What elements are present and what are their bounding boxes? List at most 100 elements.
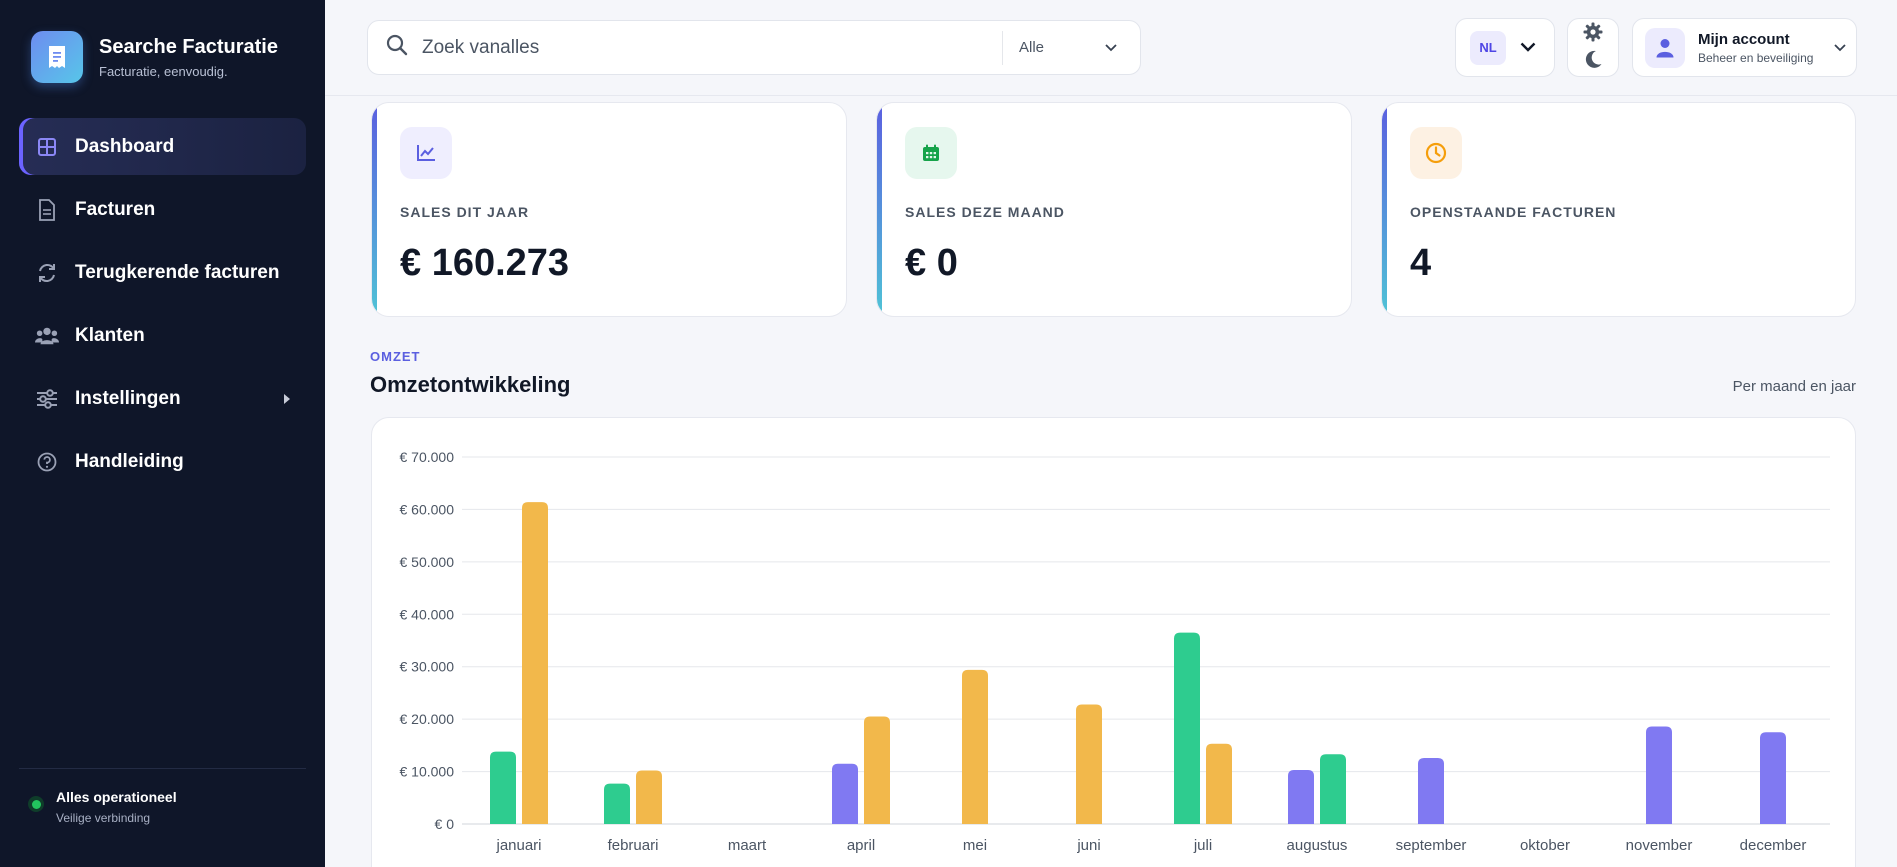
sidebar-item-label: Instellingen	[75, 387, 181, 409]
search-scope-value: Alle	[1019, 39, 1045, 56]
bar-januari[interactable]	[490, 751, 516, 824]
y-tick-label: € 70.000	[400, 449, 455, 465]
language-badge: NL	[1470, 30, 1506, 65]
x-tick-label: december	[1740, 837, 1807, 854]
x-tick-label: juni	[1076, 837, 1100, 854]
document-icon	[35, 198, 59, 222]
stat-value: € 0	[905, 242, 958, 284]
x-tick-label: oktober	[1520, 837, 1570, 854]
x-tick-label: maart	[728, 837, 767, 854]
bar-juli[interactable]	[1174, 632, 1200, 824]
stat-label: OPENSTAANDE FACTUREN	[1410, 204, 1617, 220]
sidebar-item-label: Terugkerende facturen	[75, 261, 280, 283]
language-switcher[interactable]: NL	[1455, 18, 1555, 77]
bar-augustus[interactable]	[1320, 754, 1346, 824]
brand[interactable]: Searche Facturatie Facturatie, eenvoudig…	[31, 31, 278, 83]
bar-november[interactable]	[1646, 726, 1672, 824]
stat-value: € 160.273	[400, 242, 570, 284]
x-tick-label: januari	[495, 837, 541, 854]
search-bar: Alle	[367, 20, 1141, 75]
calendar-icon	[905, 127, 957, 179]
account-menu[interactable]: Mijn account Beheer en beveiliging	[1632, 18, 1857, 77]
chevron-down-icon	[1520, 39, 1536, 57]
receipt-logo-icon	[31, 31, 83, 83]
bar-april[interactable]	[864, 716, 890, 824]
x-tick-label: augustus	[1287, 837, 1348, 854]
bar-februari[interactable]	[604, 783, 630, 824]
y-tick-label: € 10.000	[400, 764, 455, 780]
status-dot-icon	[28, 796, 44, 812]
sidebar-item-terugkerende-facturen[interactable]: Terugkerende facturen	[19, 244, 306, 301]
sidebar-nav: Dashboard Facturen Terugkerende facturen…	[19, 118, 306, 496]
stat-value: 4	[1410, 242, 1432, 284]
bar-februari[interactable]	[636, 770, 662, 824]
bar-mei[interactable]	[962, 669, 988, 824]
sidebar-item-label: Facturen	[75, 198, 156, 220]
section-eyebrow: OMZET	[370, 349, 421, 364]
revenue-chart-card: € 0 € 10.000 € 20.000 € 30.000 € 40.000 € 50.…	[371, 417, 1856, 867]
search-scope-select[interactable]: Alle	[1003, 39, 1131, 56]
stat-card-sales-month: SALES DEZE MAAND € 0	[876, 102, 1352, 317]
search-divider	[1002, 30, 1003, 65]
sidebar-item-label: Klanten	[75, 324, 145, 346]
sliders-icon	[35, 387, 59, 411]
search-input[interactable]	[422, 36, 1002, 59]
x-tick-label: september	[1396, 837, 1467, 854]
y-tick-label: € 20.000	[400, 711, 455, 727]
moon-icon	[1583, 49, 1603, 74]
bar-juni[interactable]	[1076, 704, 1102, 824]
bar-augustus[interactable]	[1288, 769, 1314, 824]
search-icon	[386, 34, 408, 61]
y-tick-label: € 40.000	[400, 606, 455, 622]
y-tick-label: € 50.000	[400, 554, 455, 570]
user-avatar-icon	[1645, 27, 1685, 68]
theme-toggle-button[interactable]	[1567, 18, 1619, 77]
bar-april[interactable]	[832, 763, 858, 824]
sidebar-item-instellingen[interactable]: Instellingen	[19, 370, 306, 427]
x-tick-label: november	[1626, 837, 1693, 854]
sidebar-item-handleiding[interactable]: Handleiding	[19, 433, 306, 490]
sidebar-item-label: Handleiding	[75, 450, 184, 472]
brand-title: Searche Facturatie	[99, 36, 278, 58]
refresh-icon	[35, 261, 59, 285]
system-status: Alles operationeel Veilige verbinding	[28, 789, 177, 825]
y-tick-label: € 30.000	[400, 659, 455, 675]
x-tick-label: juli	[1193, 837, 1212, 854]
sidebar-item-facturen[interactable]: Facturen	[19, 181, 306, 238]
grid-icon	[35, 135, 59, 159]
stat-card-open-invoices: OPENSTAANDE FACTUREN 4	[1381, 102, 1856, 317]
brand-subtitle: Facturatie, eenvoudig.	[99, 64, 228, 79]
x-tick-label: mei	[963, 837, 987, 854]
chevron-down-icon	[1834, 39, 1846, 57]
status-subtitle: Veilige verbinding	[56, 811, 151, 825]
x-tick-label: februari	[608, 837, 659, 854]
clock-icon	[1410, 127, 1462, 179]
y-tick-label: € 60.000	[400, 501, 455, 517]
section-title: Omzetontwikkeling	[370, 372, 571, 397]
bar-december[interactable]	[1760, 732, 1786, 824]
bar-september[interactable]	[1418, 757, 1444, 824]
bar-juli[interactable]	[1206, 743, 1232, 824]
gear-icon	[1583, 22, 1603, 47]
revenue-chart: € 0 € 10.000 € 20.000 € 30.000 € 40.000 € 50.…	[400, 449, 1830, 854]
status-title: Alles operationeel	[56, 789, 177, 805]
stat-label: SALES DEZE MAAND	[905, 204, 1065, 220]
stat-card-sales-year: SALES DIT JAAR € 160.273	[371, 102, 847, 317]
help-circle-icon	[35, 450, 59, 474]
account-name: Mijn account	[1698, 30, 1790, 48]
bar-januari[interactable]	[522, 502, 548, 824]
sidebar-item-dashboard[interactable]: Dashboard	[19, 118, 306, 175]
x-tick-label: april	[847, 837, 875, 854]
stat-label: SALES DIT JAAR	[400, 204, 530, 220]
chart-line-icon	[400, 127, 452, 179]
sidebar-item-klanten[interactable]: Klanten	[19, 307, 306, 364]
sidebar-divider	[19, 768, 306, 769]
y-tick-label: € 0	[435, 816, 455, 832]
caret-right-icon	[284, 393, 290, 404]
chevron-down-icon	[1105, 39, 1117, 56]
section-subtitle: Per maand en jaar	[1732, 378, 1856, 395]
topbar: Alle NL	[325, 0, 1897, 96]
users-icon	[35, 324, 59, 348]
sidebar-item-label: Dashboard	[75, 135, 175, 157]
account-subtitle: Beheer en beveiliging	[1698, 50, 1814, 65]
